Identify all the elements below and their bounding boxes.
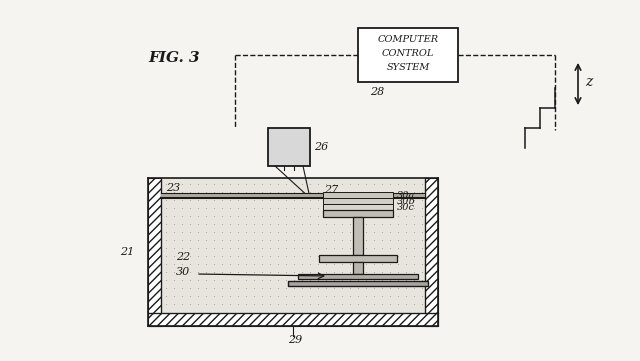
Text: 26: 26 bbox=[314, 142, 328, 152]
Bar bbox=[353, 217, 363, 255]
Bar bbox=[148, 313, 438, 326]
Bar bbox=[323, 198, 393, 204]
Text: SYSTEM: SYSTEM bbox=[387, 64, 429, 73]
Bar bbox=[148, 178, 161, 326]
Bar bbox=[161, 193, 425, 198]
Bar bbox=[161, 178, 425, 313]
Bar bbox=[323, 210, 393, 217]
Text: 30: 30 bbox=[176, 267, 190, 277]
Bar bbox=[288, 281, 428, 286]
Text: 21: 21 bbox=[120, 247, 134, 257]
Bar bbox=[323, 192, 393, 198]
Text: FIG. 3: FIG. 3 bbox=[148, 51, 200, 65]
Text: 29: 29 bbox=[288, 335, 302, 345]
Text: z: z bbox=[585, 75, 592, 89]
Text: 30a: 30a bbox=[397, 191, 415, 200]
Text: COMPUTER: COMPUTER bbox=[378, 35, 438, 44]
Bar bbox=[425, 178, 438, 326]
Text: 28: 28 bbox=[370, 87, 384, 97]
Text: 22: 22 bbox=[176, 252, 190, 262]
Text: 23: 23 bbox=[166, 183, 180, 193]
Bar bbox=[319, 255, 397, 262]
Bar bbox=[298, 274, 418, 279]
Bar bbox=[353, 262, 363, 274]
Text: CONTROL: CONTROL bbox=[382, 49, 434, 58]
Text: 30b: 30b bbox=[397, 196, 416, 205]
Text: 30c: 30c bbox=[397, 203, 415, 212]
Bar bbox=[268, 128, 310, 166]
Text: 27: 27 bbox=[324, 185, 339, 195]
Bar bbox=[323, 204, 393, 210]
Bar bbox=[358, 28, 458, 82]
